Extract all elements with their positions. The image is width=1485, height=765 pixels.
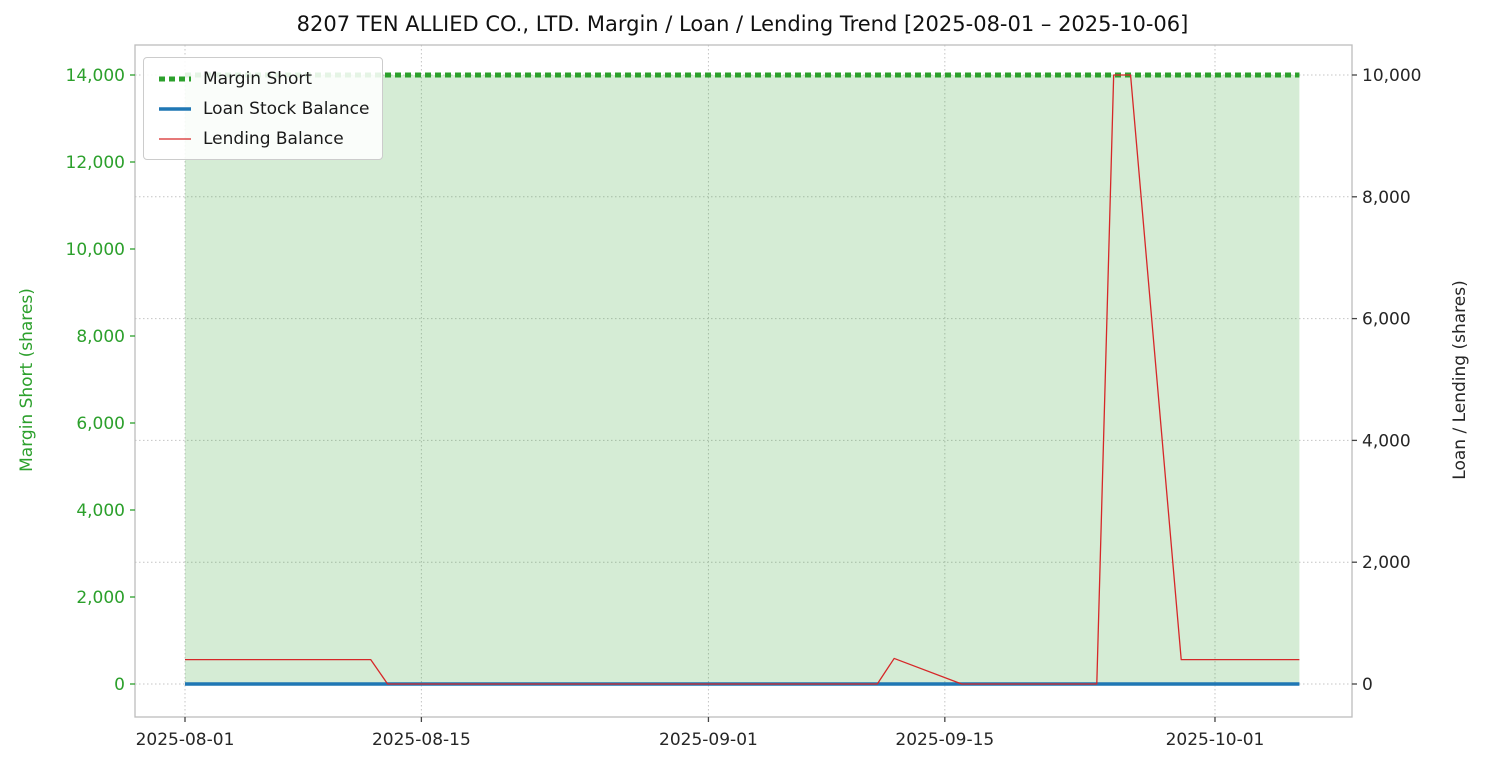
left-tick-label: 14,000 [66,66,125,86]
plot-border [134,44,1353,718]
legend-item-margin-short: Margin Short [157,67,369,90]
x-tick-label: 2025-08-15 [372,730,471,750]
legend-item-lending-balance: Lending Balance [157,127,369,150]
left-tick-label: 12,000 [66,153,125,173]
legend-swatch-margin-short [159,76,191,81]
right-tick-label: 4,000 [1362,431,1411,451]
legend-label-lending-balance: Lending Balance [203,128,344,149]
left-tick-label: 8,000 [76,327,125,347]
legend-swatch-loan-stock-balance [159,106,191,111]
legend-label-margin-short: Margin Short [203,68,313,89]
right-tick-label: 10,000 [1362,66,1421,86]
series-line-lending-balance [185,74,1300,685]
right-tick-label: 6,000 [1362,310,1411,330]
right-tick-label: 2,000 [1362,553,1411,573]
legend-label-loan-stock-balance: Loan Stock Balance [203,98,370,119]
left-tick-label: 6,000 [76,414,125,434]
chart-title: 8207 TEN ALLIED CO., LTD. Margin / Loan … [296,12,1189,36]
legend-item-loan-stock-balance: Loan Stock Balance [157,97,369,120]
x-tick-label: 2025-08-01 [136,730,235,750]
left-tick-label: 10,000 [66,240,125,260]
left-tick-label: 2,000 [76,588,125,608]
x-tick-label: 2025-10-01 [1166,730,1265,750]
area-fill-margin-short [185,75,1300,684]
legend: Margin Short Loan Stock Balance Lending … [143,57,384,160]
right-tick-label: 8,000 [1362,188,1411,208]
left-tick-label: 4,000 [76,501,125,521]
x-tick-label: 2025-09-01 [659,730,758,750]
right-tick-label: 0 [1362,675,1373,695]
legend-swatch-lending-balance [159,137,191,140]
x-tick-label: 2025-09-15 [895,730,994,750]
left-tick-label: 0 [114,675,125,695]
